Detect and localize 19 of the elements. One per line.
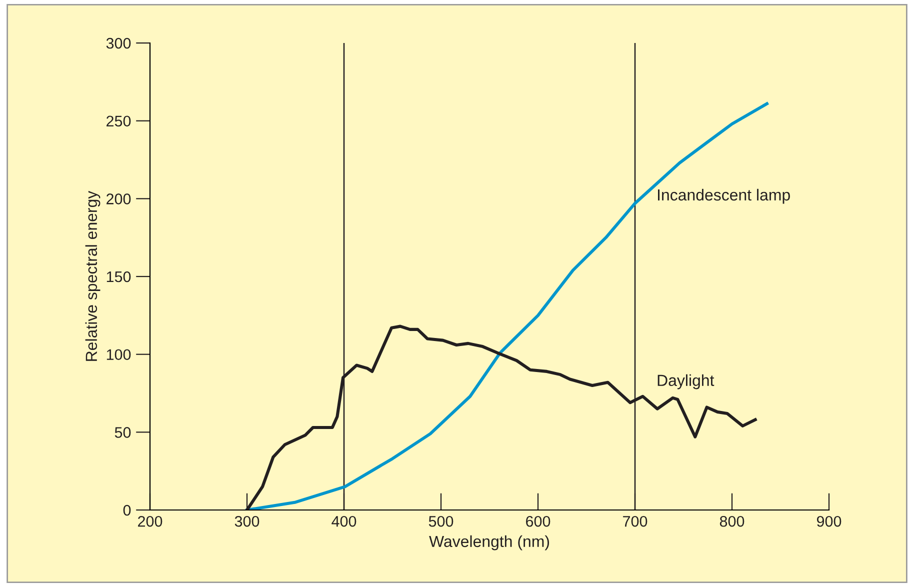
y-tick-label: 0 <box>123 504 131 516</box>
y-tick-label: 300 <box>106 38 131 49</box>
x-tick-label: 800 <box>720 516 744 527</box>
y-tick-label: 100 <box>106 349 131 360</box>
x-tick-label: 200 <box>138 516 162 527</box>
y-tick-label: 50 <box>114 427 131 438</box>
x-tick-label: 700 <box>623 516 648 527</box>
y-tick-label: 150 <box>106 271 131 282</box>
x-tick-label: 500 <box>428 516 454 527</box>
y-tick-label: 250 <box>106 116 131 127</box>
x-tick-label: 400 <box>332 516 356 527</box>
x-tick-label: 900 <box>816 516 842 527</box>
x-tick-label: 300 <box>234 516 260 527</box>
series-label: Incandescent lamp <box>658 188 790 204</box>
series-label: Daylight <box>658 374 714 390</box>
x-tick-label: 600 <box>526 516 550 527</box>
x-axis-title: Wavelength (nm) <box>429 535 550 550</box>
y-tick-label: 200 <box>106 194 131 204</box>
y-axis-title: Relative spectral energy <box>85 190 100 361</box>
